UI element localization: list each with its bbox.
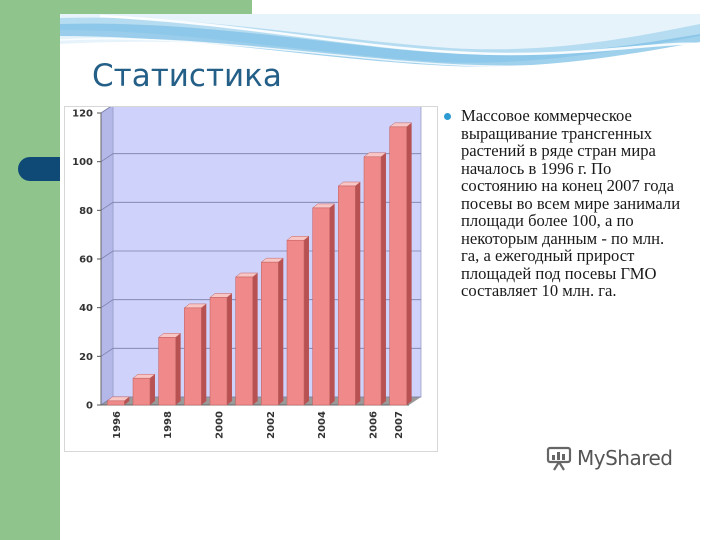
bar-side [226,293,232,405]
x-tick-label: 2004 [317,411,328,439]
plot-side-wall [100,107,114,406]
bar-side [329,203,335,405]
bar [261,261,279,406]
x-tick-label: 2000 [215,411,226,439]
bar [389,126,407,406]
bar [363,156,382,406]
bar-side [406,122,412,406]
bar-side [201,303,207,405]
header-waves-decoration [60,14,700,67]
slide: Статистика 0 20 40 60 80 100 120 1996 1998 2000 20… [60,14,700,494]
y-tick-label: 20 [79,352,93,363]
slide-title: Статистика [92,58,282,94]
gridline [100,107,111,114]
bar-side [175,333,181,405]
watermark-text: MyShared [577,446,673,470]
bullet-block: Массовое коммерческое выращивание трансг… [442,107,682,300]
slide-tab-marker [18,157,66,181]
bar-side [149,374,155,405]
gridline [100,153,421,162]
gridline [100,201,421,211]
bar-side [252,273,258,405]
bar [338,185,356,406]
x-tick-label: 2002 [266,411,277,439]
bar [209,297,228,406]
bar-side [278,258,284,405]
y-tick-label: 60 [79,255,93,266]
y-tick-label: 0 [86,401,93,412]
bar [132,377,151,406]
bar [312,207,330,406]
bar-chart: 0 20 40 60 80 100 120 1996 1998 2000 2002 2004 2006 2… [64,106,438,452]
bullet-text: Массовое коммерческое выращивание трансг… [461,106,681,300]
y-tick-label: 80 [79,206,93,217]
bullet-icon [444,113,451,120]
y-tick-label: 40 [79,303,93,314]
bar [286,239,305,406]
bar [184,307,202,406]
y-tick-label: 120 [72,109,93,120]
bar-side [380,152,386,405]
watermark-logo: MyShared [546,445,673,471]
bar-side [124,396,130,405]
x-tick-label: 1996 [112,411,123,439]
left-accent-band [0,0,60,540]
x-tick-label: 2006 [369,411,380,439]
top-accent-band [60,0,252,14]
chart-canvas: 0 20 40 60 80 100 120 1996 1998 2000 2002 2004 2006 2… [72,107,422,439]
bar-side [355,182,361,405]
bar [235,276,253,406]
bar [107,400,125,406]
presentation-board-icon [546,446,572,471]
x-tick-label: 2007 [394,411,405,439]
x-tick-label: 1998 [163,411,174,439]
y-tick-label: 100 [72,157,93,168]
bar [158,337,176,406]
bar-side [303,236,309,405]
